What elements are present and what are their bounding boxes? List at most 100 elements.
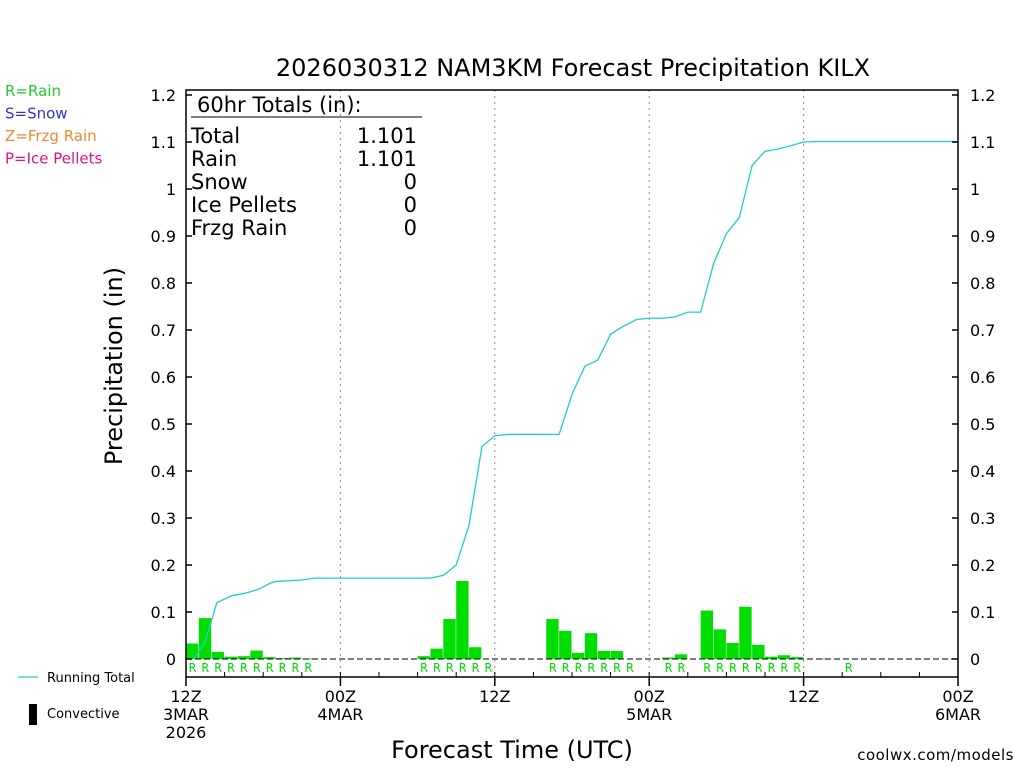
precip-type-marker: R (420, 661, 428, 675)
precip-bar (597, 651, 611, 659)
totals-row-label: Rain (191, 147, 237, 171)
y-tick-label-right: 0.5 (970, 415, 995, 434)
type-legend-entry: P=Ice Pellets (5, 150, 102, 168)
precip-type-marker: R (266, 661, 274, 675)
x-tick-label: 00Z (634, 687, 665, 706)
precip-bar (765, 656, 778, 659)
running-total-line (193, 140, 958, 660)
hourly-precip-bars (186, 580, 829, 660)
precip-type-marker: R (446, 661, 454, 675)
precip-bar (816, 658, 829, 660)
totals-row-value: 1.101 (357, 147, 417, 171)
precip-type-marker: R (588, 661, 596, 675)
y-tick-label-left: 0.7 (151, 321, 176, 340)
y-tick-label-left: 1 (166, 180, 176, 199)
x-tick-label: 12Z (479, 687, 510, 706)
precip-type-marker: R (215, 661, 223, 675)
y-tick-label-right: 1 (970, 180, 980, 199)
credit-text: coolwx.com/models (857, 746, 1014, 764)
precip-type-marker: R (472, 661, 480, 675)
x-tick-year: 2026 (166, 723, 207, 742)
y-tick-label-right: 1.2 (970, 86, 995, 105)
precip-bar (288, 657, 302, 659)
totals-rows: Total 1.101 Rain 1.101 Snow 0 Ice Pellets 0 Frzg… (190, 124, 417, 240)
x-tick-label: 00Z (325, 687, 356, 706)
totals-title: 60hr Totals (in): (197, 93, 362, 117)
y-tick-label-right: 0.8 (970, 274, 995, 293)
precip-type-marker: R (562, 661, 570, 675)
legend-convective-swatch (29, 704, 37, 725)
y-tick-label-left: 0.2 (151, 556, 176, 575)
precip-type-marker: R (459, 661, 467, 675)
precip-bar (546, 619, 559, 659)
precip-type-marker: R (485, 661, 493, 675)
x-tick-label: 00Z (942, 687, 973, 706)
y-tick-label-left: 0.6 (151, 368, 176, 387)
precip-bar (456, 580, 469, 659)
precip-type-marker: R (575, 661, 583, 675)
precip-bar (430, 648, 443, 659)
totals-row-value: 1.101 (357, 124, 417, 148)
precip-type-marker: R (240, 661, 248, 675)
precip-type-marker: R (781, 661, 789, 675)
chart-title: 2026030312 NAM3KM Forecast Precipitation… (276, 54, 870, 82)
type-legend-entry: S=Snow (5, 105, 68, 123)
x-tick-date: 6MAR (935, 705, 981, 724)
precip-type-marker: R (613, 661, 621, 675)
y-axis-label: Precipitation (in) (100, 267, 128, 465)
vertical-gridlines (339, 90, 805, 677)
y-tick-label-right: 0 (970, 650, 980, 669)
totals-row-label: Snow (191, 170, 248, 194)
precip-bar (237, 656, 250, 659)
y-tick-label-left: 0.1 (151, 603, 176, 622)
totals-row-value: 0 (404, 170, 417, 194)
plot-frame (185, 89, 959, 678)
x-tick-date: 3MAR (163, 705, 209, 724)
y-tick-label-right: 0.3 (970, 509, 995, 528)
precip-type-legend: R=Rain S=Snow Z=Frzg Rain P=Ice Pellets (5, 82, 102, 168)
precip-bar (469, 647, 482, 659)
precip-bar (250, 650, 263, 659)
precip-bar (584, 633, 598, 659)
bottom-legend: Running Total Convective (18, 671, 135, 725)
precip-type-marker: R (305, 661, 313, 675)
precip-type-marker: R (601, 661, 609, 675)
precip-bar (417, 656, 430, 659)
y-axis-right: 0 0.1 0.2 0.3 0.4 0.5 0.6 0.7 0.8 0.9 1 1.1 1.2 (952, 86, 995, 669)
precip-bar (739, 606, 752, 659)
precip-bar (276, 658, 289, 659)
y-tick-label-left: 1.1 (151, 133, 176, 152)
precip-bar (790, 657, 804, 659)
precip-type-marker: R (703, 661, 711, 675)
x-tick-date: 5MAR (626, 705, 672, 724)
y-tick-label-right: 0.4 (970, 462, 995, 481)
y-tick-label-left: 1.2 (151, 86, 176, 105)
legend-entry-label: Convective (47, 707, 120, 722)
precip-bar (713, 629, 726, 659)
x-tick-label: 12Z (170, 687, 201, 706)
precip-bar (610, 651, 623, 659)
precip-bar (674, 654, 688, 659)
totals-row-value: 0 (404, 216, 417, 240)
precip-type-marker: R (292, 661, 300, 675)
y-tick-label-left: 0.3 (151, 509, 176, 528)
precip-type-marker: R (678, 661, 686, 675)
precip-type-marker: R (794, 661, 802, 675)
precip-type-marker: R (742, 661, 750, 675)
precip-bar (559, 630, 572, 659)
precip-bar (211, 651, 225, 659)
precip-type-marker: R (202, 661, 210, 675)
y-tick-label-right: 0.7 (970, 321, 995, 340)
y-tick-label-right: 0.1 (970, 603, 995, 622)
precip-bar (263, 657, 276, 659)
precip-type-marker: R (279, 661, 287, 675)
totals-row-label: Total (190, 124, 240, 148)
y-tick-label-right: 0.6 (970, 368, 995, 387)
precip-bar (726, 643, 739, 659)
legend-entry-label: Running Total (47, 671, 135, 686)
y-tick-label-right: 1.1 (970, 133, 995, 152)
precip-bar (700, 610, 714, 659)
precip-type-marker: R (755, 661, 763, 675)
